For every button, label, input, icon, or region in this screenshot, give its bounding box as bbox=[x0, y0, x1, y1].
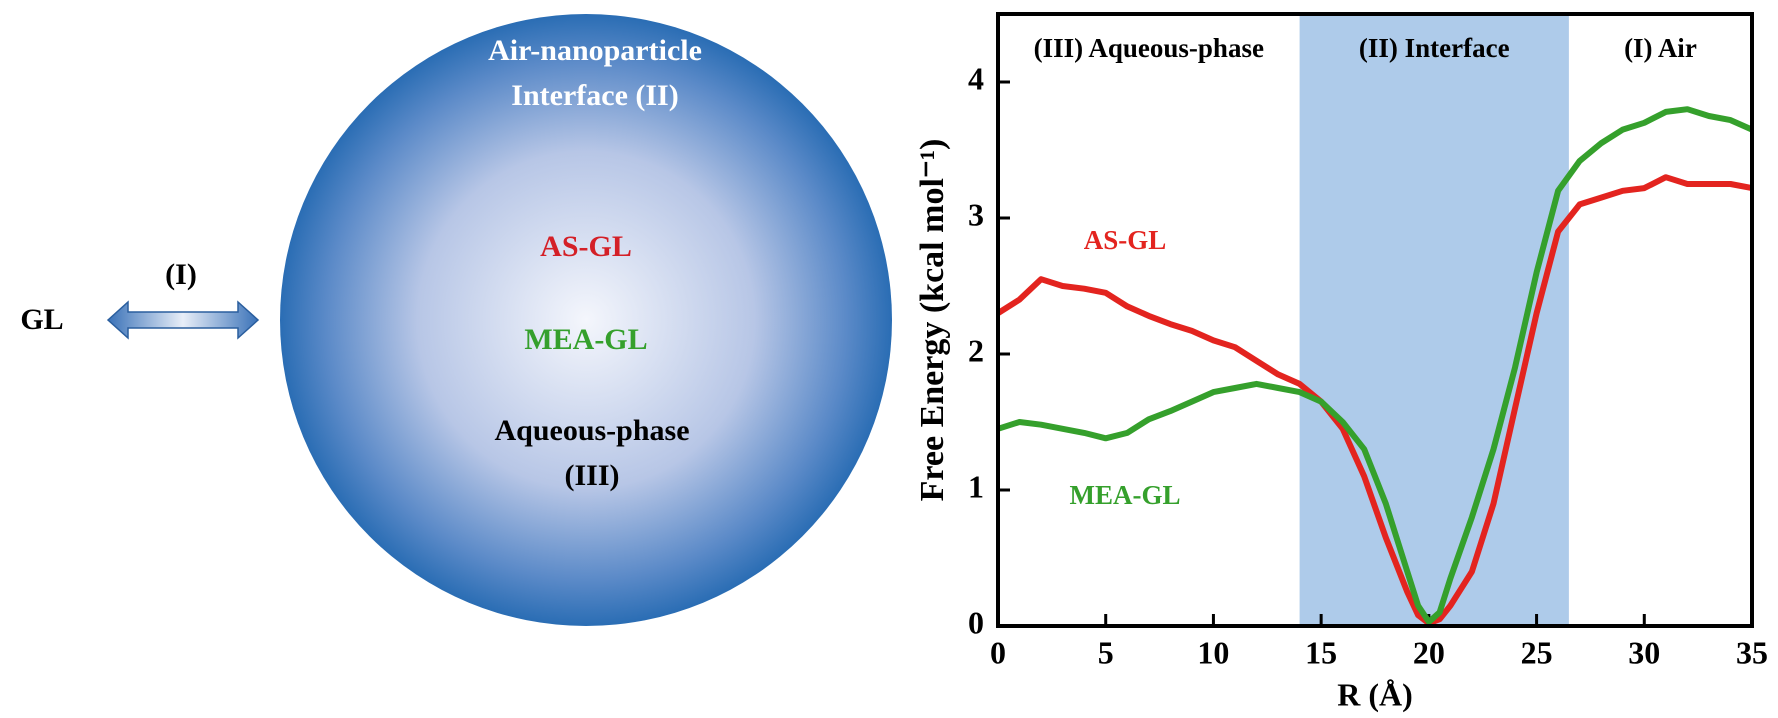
y-axis-label: Free Energy (kcal mol⁻¹) bbox=[914, 139, 951, 502]
y-tick-label: 1 bbox=[968, 468, 984, 504]
x-tick-label: 5 bbox=[1098, 634, 1114, 670]
y-tick-label: 2 bbox=[968, 332, 984, 368]
sphere-label: Aqueous-phase bbox=[494, 414, 689, 447]
arrow-label: (I) bbox=[165, 258, 197, 291]
x-tick-label: 10 bbox=[1197, 634, 1229, 670]
sphere-label: Air-nanoparticle bbox=[488, 34, 702, 67]
species-label: AS-GL bbox=[540, 230, 632, 263]
nanoparticle bbox=[280, 14, 892, 626]
x-tick-label: 20 bbox=[1413, 634, 1445, 670]
sphere-label: Interface (II) bbox=[511, 79, 678, 112]
y-tick-label: 0 bbox=[968, 604, 984, 640]
arrow bbox=[106, 300, 260, 340]
x-tick-label: 15 bbox=[1305, 634, 1337, 670]
series-label: AS-GL bbox=[1084, 225, 1167, 255]
species-label: MEA-GL bbox=[524, 323, 647, 356]
x-axis-label: R (Å) bbox=[1337, 676, 1413, 712]
y-tick-label: 3 bbox=[968, 196, 984, 232]
region-label: (III) Aqueous-phase bbox=[1034, 33, 1264, 63]
y-tick-label: 4 bbox=[968, 60, 984, 96]
left-label: GL bbox=[20, 303, 63, 336]
x-tick-label: 35 bbox=[1736, 634, 1768, 670]
plot-frame bbox=[996, 12, 1754, 628]
x-tick-label: 0 bbox=[990, 634, 1006, 670]
chart: (III) Aqueous-phase (II) Interface (I) Air… bbox=[914, 12, 1768, 712]
series-line bbox=[996, 174, 1753, 627]
x-tick-label: 30 bbox=[1628, 634, 1660, 670]
sphere-label: (III) bbox=[564, 459, 619, 492]
region-label: (II) Interface bbox=[1359, 33, 1510, 63]
x-tick-label: 25 bbox=[1521, 634, 1553, 670]
region-label: (I) Air bbox=[1624, 33, 1697, 63]
series-line bbox=[997, 106, 1754, 625]
series-label: MEA-GL bbox=[1070, 480, 1181, 510]
